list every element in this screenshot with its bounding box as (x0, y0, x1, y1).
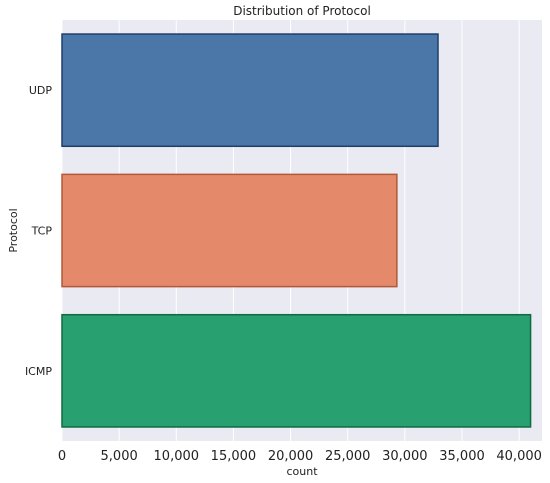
x-tick-label: 25,000 (325, 449, 371, 464)
bar-icmp (61, 313, 532, 428)
x-tick-label: 40,000 (496, 449, 542, 464)
y-axis-label: Protocol (7, 208, 20, 252)
category-labels: UDP TCP ICMP (25, 84, 52, 378)
bar-udp (61, 33, 439, 148)
chart-title: Distribution of Protocol (233, 4, 371, 18)
x-tick-label: 30,000 (382, 449, 428, 464)
x-tick-label: 15,000 (211, 449, 257, 464)
x-tick-labels: 0 5,000 10,000 15,000 20,000 25,000 30,000 35,0… (58, 449, 542, 464)
category-label-icmp: ICMP (25, 365, 52, 378)
x-tick-label: 20,000 (268, 449, 314, 464)
x-tick-label: 5,000 (101, 449, 138, 464)
x-tick-label: 0 (58, 449, 66, 464)
x-tick-label: 10,000 (154, 449, 200, 464)
bar-tcp (61, 173, 398, 288)
category-label-udp: UDP (29, 84, 53, 97)
category-label-tcp: TCP (31, 225, 53, 238)
bars (61, 33, 532, 428)
x-tick-label: 35,000 (439, 449, 485, 464)
x-axis-label: count (286, 465, 318, 478)
